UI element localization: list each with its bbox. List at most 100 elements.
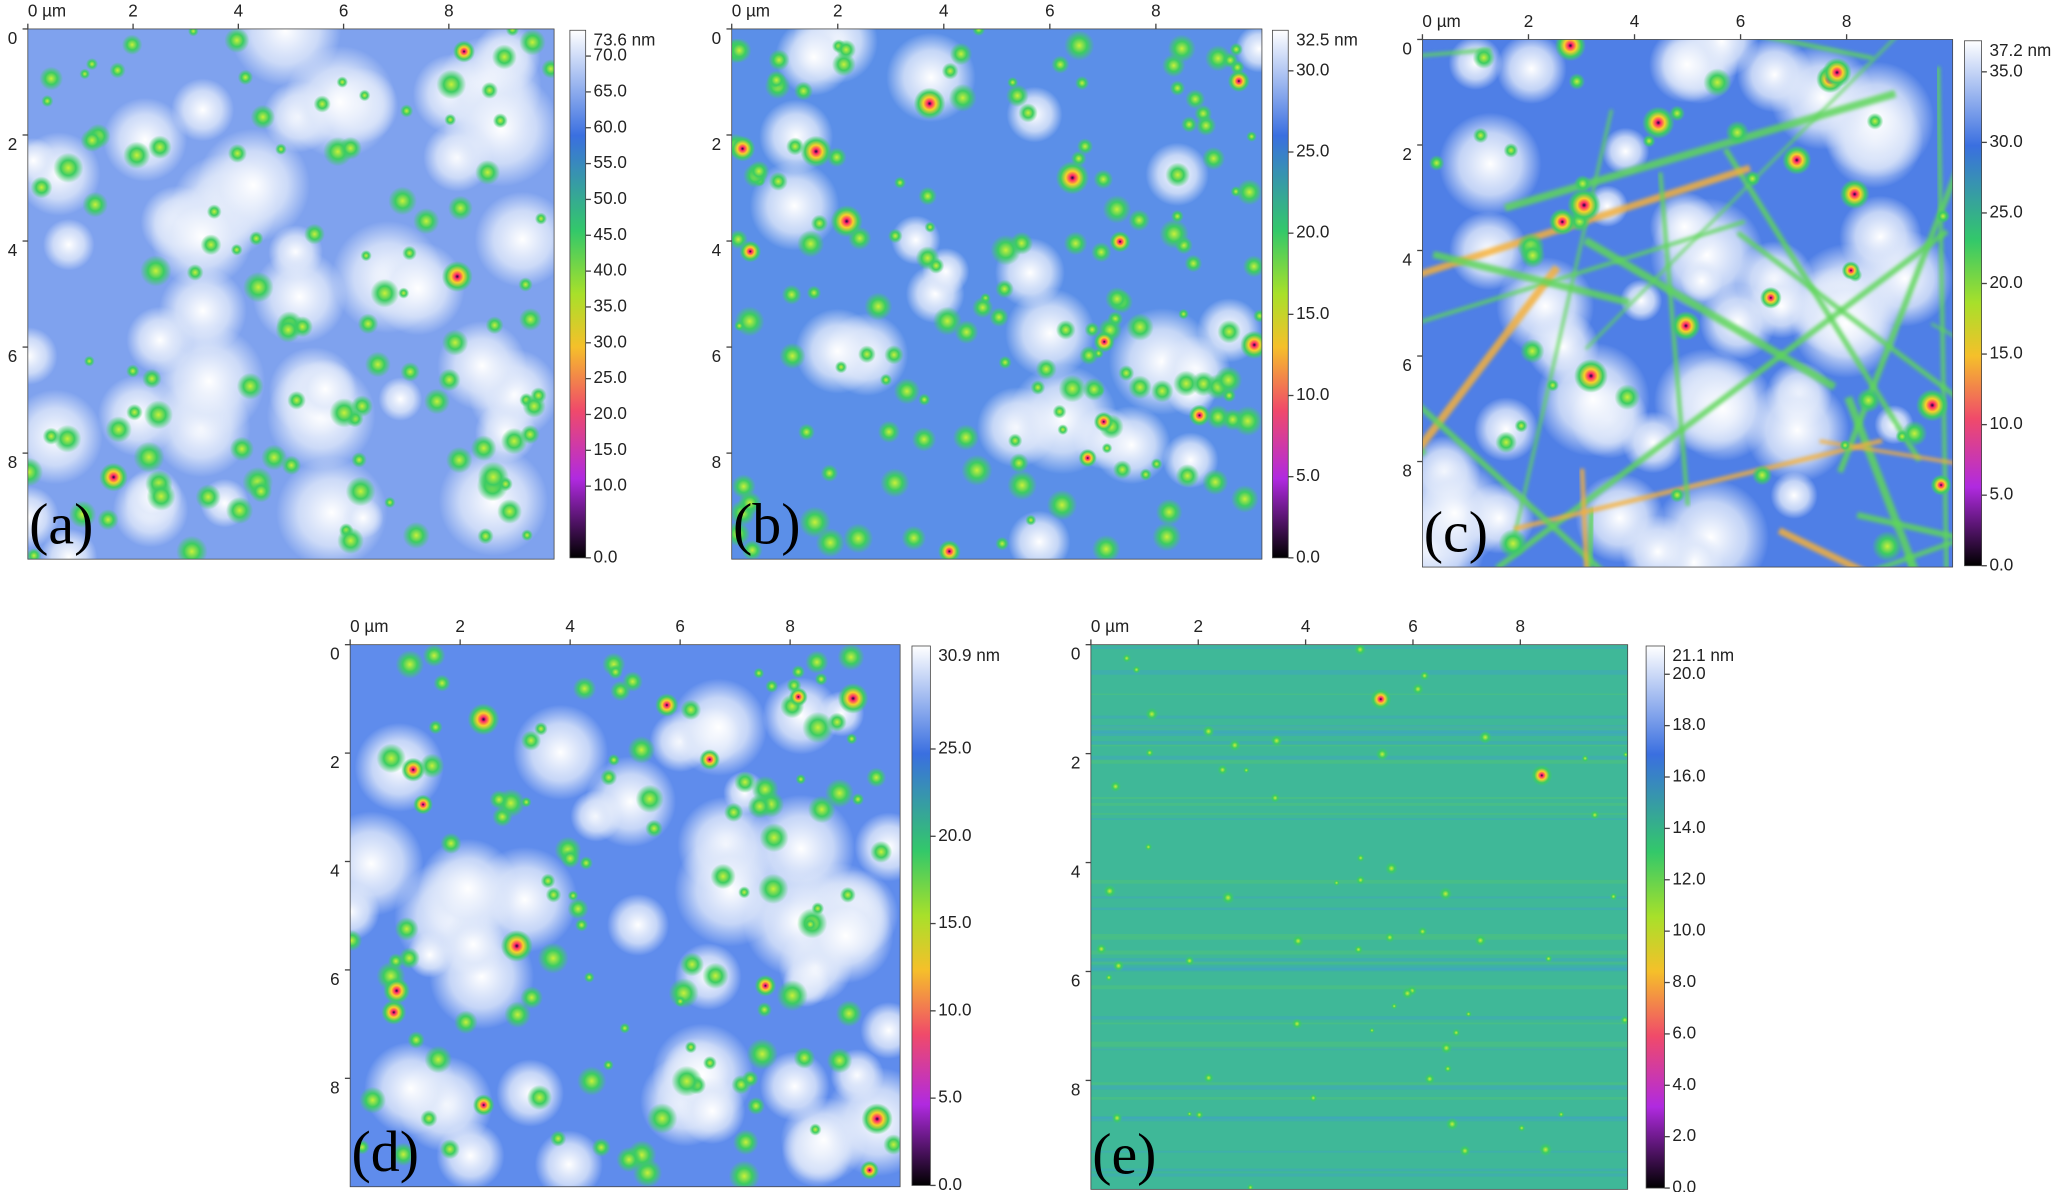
fiber xyxy=(1736,230,1953,398)
x-tick-label: 0 µm xyxy=(350,617,388,636)
panel-label: (e) xyxy=(1092,1122,1156,1187)
grain xyxy=(1546,379,1559,392)
colorbar-tick-label: 20.0 xyxy=(1296,223,1329,242)
grain xyxy=(990,234,1022,266)
texture xyxy=(1090,759,1628,764)
plateau xyxy=(27,137,57,184)
plateau xyxy=(370,241,465,336)
peak xyxy=(1227,70,1250,93)
x-tick-label: 8 xyxy=(444,1,454,20)
grain xyxy=(927,257,945,274)
grain xyxy=(187,28,199,37)
x-tick-label: 0 µm xyxy=(1091,617,1129,636)
texture xyxy=(1090,965,1628,971)
plateau xyxy=(795,308,881,394)
colorbar-tick-label: 25.0 xyxy=(594,368,627,387)
grain xyxy=(802,711,834,744)
plateau xyxy=(1008,510,1071,560)
colorbar-tick-label: 15.0 xyxy=(1296,304,1329,323)
grain xyxy=(68,500,97,529)
grain xyxy=(805,650,829,674)
grain xyxy=(1165,162,1191,188)
colorbar-tick-label: 15.0 xyxy=(938,913,971,932)
grain xyxy=(388,186,417,216)
grain xyxy=(734,320,745,332)
grain xyxy=(1145,748,1154,758)
peak xyxy=(788,687,808,707)
grain xyxy=(1118,365,1135,382)
grain xyxy=(1162,53,1186,78)
fiber xyxy=(1422,404,1603,568)
colorbar-tick-label: 30.0 xyxy=(1989,132,2022,151)
grain xyxy=(1243,766,1250,774)
colorbar-tick-label: 10.0 xyxy=(938,1000,971,1019)
grain xyxy=(918,186,938,206)
grain xyxy=(1498,528,1528,559)
grain xyxy=(1145,707,1159,721)
grain xyxy=(1229,42,1243,57)
x-tick-label: 8 xyxy=(1842,12,1852,31)
grain xyxy=(1292,935,1304,947)
plateau xyxy=(1005,288,1095,378)
texture xyxy=(1090,1048,1628,1051)
grain xyxy=(579,856,593,870)
grain xyxy=(336,76,349,88)
y-tick-label: 4 xyxy=(1071,863,1081,882)
grain xyxy=(901,525,927,551)
colorbar-tick-label: 25.0 xyxy=(1989,202,2022,221)
grain xyxy=(1503,143,1519,158)
peak xyxy=(1915,388,1949,422)
colorbar xyxy=(1645,645,1665,1189)
grain xyxy=(702,962,729,990)
colorbar-tick-label: 5.0 xyxy=(938,1088,962,1107)
colorbar-tick-label: 10.0 xyxy=(1296,385,1329,404)
x-tick-label: 4 xyxy=(1630,12,1640,31)
grain xyxy=(1058,374,1087,403)
grain xyxy=(80,128,104,152)
afm-image xyxy=(350,644,901,1187)
colorbar-tick-label: 20.0 xyxy=(938,826,971,845)
grain xyxy=(1195,1110,1204,1120)
fiber xyxy=(1284,58,1369,521)
grain xyxy=(1895,429,1909,444)
grain xyxy=(608,664,623,680)
peak xyxy=(699,749,721,770)
texture xyxy=(1090,1116,1628,1119)
fiber xyxy=(1583,236,1837,391)
grain xyxy=(123,141,151,169)
y-tick-label: 6 xyxy=(8,347,18,366)
grain xyxy=(877,420,901,444)
grain xyxy=(498,476,513,492)
fiber xyxy=(1932,583,2066,1012)
grain xyxy=(1063,231,1088,256)
grain xyxy=(27,548,42,560)
grain xyxy=(428,720,443,735)
panel-label: (d) xyxy=(351,1119,418,1184)
peak xyxy=(1188,404,1211,427)
colorbar-tick-label: 10.0 xyxy=(594,476,627,495)
grain xyxy=(820,464,839,483)
grain xyxy=(1202,725,1215,738)
peak xyxy=(441,261,473,293)
afm-image xyxy=(1090,644,1628,1190)
grain xyxy=(803,917,818,932)
grain xyxy=(864,292,893,321)
grain xyxy=(422,644,446,667)
grain xyxy=(1390,1002,1398,1010)
grain xyxy=(746,1038,778,1070)
colorbar xyxy=(911,645,931,1186)
grain xyxy=(627,736,656,764)
grain xyxy=(734,771,756,794)
grain xyxy=(1214,366,1243,394)
grain xyxy=(1046,489,1078,521)
colorbar-tick-label: 25.0 xyxy=(938,739,971,758)
image-frame xyxy=(27,28,555,560)
grain xyxy=(248,231,264,246)
grain xyxy=(1614,384,1641,410)
texture xyxy=(1090,985,1628,990)
grain xyxy=(680,952,705,977)
panel-label: (a) xyxy=(29,491,93,556)
grain xyxy=(126,364,140,378)
grain xyxy=(364,351,391,378)
grain xyxy=(360,250,372,262)
